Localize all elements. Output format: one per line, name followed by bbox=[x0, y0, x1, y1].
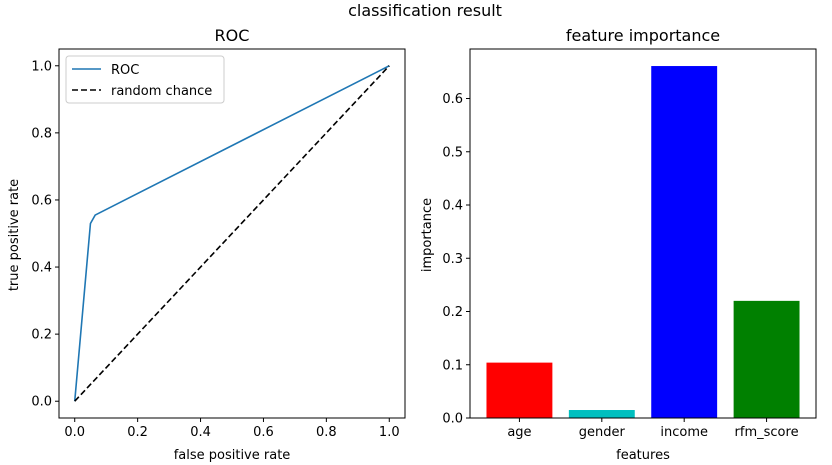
feature-importance-title: feature importance bbox=[566, 26, 720, 45]
bar-income bbox=[651, 66, 718, 418]
feature-y-tick-label: 0.4 bbox=[442, 199, 463, 214]
roc-series-line-1 bbox=[73, 65, 390, 402]
feature-y-tick-label: 0.6 bbox=[442, 92, 463, 107]
feature-x-tick-label: age bbox=[507, 425, 531, 440]
feature-importance-chart-panel: feature importance age gender income rfm_sc… bbox=[420, 26, 817, 463]
feature-y-tick-label: 0.0 bbox=[442, 412, 463, 427]
feature-importance-axes-frame bbox=[469, 48, 817, 419]
roc-x-tick-label: 0.0 bbox=[64, 425, 85, 440]
roc-x-axis-label: false positive rate bbox=[174, 448, 291, 463]
roc-legend: ROC random chance bbox=[65, 55, 225, 104]
roc-chart-title: ROC bbox=[215, 26, 250, 45]
bar-rfm-score bbox=[733, 300, 800, 418]
roc-y-tick-label: 0.0 bbox=[31, 395, 52, 410]
roc-x-tick-label: 0.4 bbox=[190, 425, 211, 440]
feature-importance-x-axis-label: features bbox=[616, 448, 670, 463]
roc-chart-panel: ROC 0.0 0.2 0.4 0.6 0.8 1.0 0.0 0.2 0.4 0.6 0.8 1.0… bbox=[7, 26, 406, 463]
feature-y-tick-label: 0.1 bbox=[442, 358, 463, 373]
feature-importance-y-axis-label: importance bbox=[420, 198, 435, 272]
roc-y-tick-label: 0.8 bbox=[31, 126, 52, 141]
roc-x-tick-label: 0.2 bbox=[127, 425, 148, 440]
roc-y-axis-label: true positive rate bbox=[7, 179, 22, 291]
roc-x-tick-label: 0.8 bbox=[316, 425, 337, 440]
figure-suptitle: classification result bbox=[348, 1, 502, 20]
roc-series-line-2 bbox=[74, 65, 390, 402]
bar-gender bbox=[568, 410, 635, 418]
feature-x-tick-label: rfm_score bbox=[735, 425, 799, 440]
roc-y-tick-label: 0.4 bbox=[31, 261, 52, 276]
bar-age bbox=[486, 362, 553, 418]
feature-y-tick-label: 0.3 bbox=[442, 252, 463, 267]
feature-y-tick-label: 0.2 bbox=[442, 305, 463, 320]
roc-legend-box bbox=[65, 55, 225, 104]
feature-importance-plot-area: age gender income rfm_score 0.0 0.1 0.2 0.3 0.4 0… bbox=[442, 48, 817, 440]
roc-x-tick-label: 0.6 bbox=[253, 425, 274, 440]
feature-x-tick-label: gender bbox=[579, 425, 626, 440]
feature-y-tick-label: 0.5 bbox=[442, 145, 463, 160]
roc-y-tick-label: 0.2 bbox=[31, 328, 52, 343]
roc-y-tick-label: 0.6 bbox=[31, 193, 52, 208]
roc-axes-frame bbox=[58, 48, 406, 419]
roc-x-tick-label: 1.0 bbox=[379, 425, 400, 440]
roc-plot-area: 0.0 0.2 0.4 0.6 0.8 1.0 0.0 0.2 0.4 0.6 0.8 1.0 ROC r… bbox=[31, 48, 406, 440]
roc-legend-label-2: random chance bbox=[111, 84, 212, 99]
roc-y-tick-label: 1.0 bbox=[31, 59, 52, 74]
roc-legend-label-1: ROC bbox=[111, 63, 139, 78]
feature-x-tick-label: income bbox=[660, 425, 708, 440]
